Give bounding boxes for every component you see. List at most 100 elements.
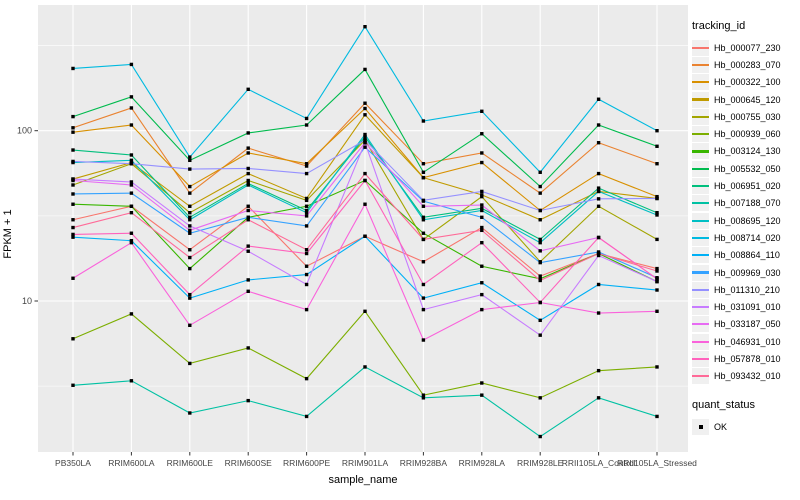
legend-item: Hb_033187_050 (692, 316, 798, 333)
legend-item: Hb_093432_010 (692, 368, 798, 385)
x-tick-label: RRIM928LA (459, 458, 506, 468)
legend-swatch-icon (692, 46, 709, 49)
legend-item-label: Hb_000645_120 (714, 94, 781, 105)
legend-item-label: Hb_000322_100 (714, 77, 781, 88)
legend-key (692, 74, 709, 91)
legend-key (692, 108, 709, 125)
legend-swatch-icon (692, 202, 709, 205)
legend-item: Hb_007188_070 (692, 195, 798, 212)
legend-item: Hb_008695_120 (692, 212, 798, 229)
legend-swatch-icon (692, 167, 709, 170)
legend-item-label: Hb_031091_010 (714, 302, 781, 313)
legend-key (692, 264, 709, 281)
x-tick-label: RRIM600SE (225, 458, 273, 468)
legend-item-label: Hb_007188_070 (714, 198, 781, 209)
legend-swatch-icon (692, 323, 709, 326)
legend-item-label: Hb_008864_110 (714, 250, 780, 261)
legend-item: Hb_008714_020 (692, 229, 798, 246)
legend-title-quant-status: quant_status (692, 398, 755, 411)
x-axis-title: sample_name (328, 474, 398, 486)
legend-item-label: Hb_008695_120 (714, 215, 781, 226)
legend-swatch-icon (692, 115, 709, 118)
x-tick-label: RRIM928BA (400, 458, 448, 468)
legend-item-label: Hb_000755_030 (714, 111, 781, 122)
x-tick-label: RRIM901LA (342, 458, 389, 468)
legend-item: Hb_000283_070 (692, 56, 798, 73)
legend-item: Hb_046931_010 (692, 333, 798, 350)
legend-swatch-icon (692, 63, 709, 67)
legend-key (692, 195, 709, 212)
y-tick-label: 10 (22, 296, 32, 306)
legend-item: Hb_006951_020 (692, 177, 798, 195)
legend-swatch-icon (692, 357, 709, 361)
legend-item-label: Hb_005532_050 (714, 163, 781, 174)
legend-item-label: Hb_000283_070 (714, 59, 781, 70)
legend-key (692, 316, 709, 333)
legend-item-label: Hb_003124_130 (714, 146, 781, 157)
legend-item-quant-ok: OK (692, 418, 798, 435)
legend-swatch-icon (692, 340, 709, 343)
legend-swatch-icon (692, 81, 709, 84)
legend-key (692, 126, 709, 143)
legend-item: Hb_000755_030 (692, 108, 798, 125)
legend-item-label: Hb_057878_010 (714, 353, 781, 364)
legend-swatch-icon (692, 236, 709, 239)
x-tick-label: RRIM600PE (283, 458, 331, 468)
legend-item-label: Hb_033187_050 (714, 319, 781, 330)
legend-key (692, 247, 709, 264)
legend-key (692, 91, 709, 108)
legend-item-label: OK (714, 421, 728, 432)
x-tick-label: RRIM600LE (167, 458, 214, 468)
legend-key (692, 143, 709, 160)
legend-item-label: Hb_009969_030 (714, 267, 781, 278)
x-tick-label: RRIM928LE (517, 458, 564, 468)
legend-key (692, 350, 709, 367)
panel-background (38, 5, 688, 452)
legend-swatch-icon (692, 375, 709, 378)
legend-item-label: Hb_008714_020 (714, 232, 781, 243)
legend-key (692, 229, 709, 246)
data-point-markers (71, 25, 659, 439)
y-tick-labels: 10 100 (17, 126, 32, 306)
legend-swatch-icon (692, 133, 709, 136)
legend-key (692, 39, 709, 56)
legend-item: Hb_000939_060 (692, 125, 798, 143)
y-tick-label: 100 (17, 126, 32, 136)
legend-title-tracking-id: tracking_id (692, 20, 746, 32)
x-tick-labels: PB350LA RRIM600LA RRIM600LE RRIM600SE RRIM60… (55, 458, 697, 468)
legend-key (692, 333, 709, 350)
x-tick-label: RRII105LA_Stressed (617, 458, 697, 468)
x-tick-label: RRIM600LA (108, 458, 155, 468)
legend-item: Hb_031091_010 (692, 298, 798, 316)
legend-swatch-icon (692, 288, 709, 291)
legend-item-label: Hb_000939_060 (714, 129, 781, 140)
x-tick-label: RRII105LA_Control (562, 458, 636, 468)
legend-swatch-icon (692, 271, 709, 274)
legend-key (692, 56, 709, 73)
legend-item: Hb_008864_110 (692, 247, 798, 264)
legend-key (692, 212, 709, 229)
legend-swatch-icon (692, 306, 709, 309)
legend-swatch-icon (692, 254, 709, 257)
legend-swatch-icon (692, 184, 709, 188)
legend-key (692, 160, 709, 177)
legend-item: Hb_000322_100 (692, 74, 798, 91)
legend-item-label: Hb_000077_230 (714, 42, 781, 53)
legend-swatch-icon (692, 219, 709, 222)
legend-item-label: Hb_093432_010 (714, 371, 781, 382)
legend-swatch-icon (692, 150, 709, 153)
legend-key (692, 281, 709, 298)
square-marker-icon (698, 424, 703, 429)
legend-item: Hb_000077_230 (692, 39, 798, 56)
quant-status-key (692, 418, 709, 435)
legend-swatch-icon (692, 98, 709, 101)
legend-items-tracking-id: Hb_000077_230 Hb_000283_070 Hb_000322_100 H… (692, 39, 798, 385)
legend-key (692, 368, 709, 385)
axis-ticks (34, 130, 658, 456)
legend-item-label: Hb_011310_210 (714, 284, 780, 295)
legend-key (692, 178, 709, 195)
legend-key (692, 299, 709, 316)
legend-item: Hb_057878_010 (692, 350, 798, 367)
legend-item: Hb_005532_050 (692, 160, 798, 177)
